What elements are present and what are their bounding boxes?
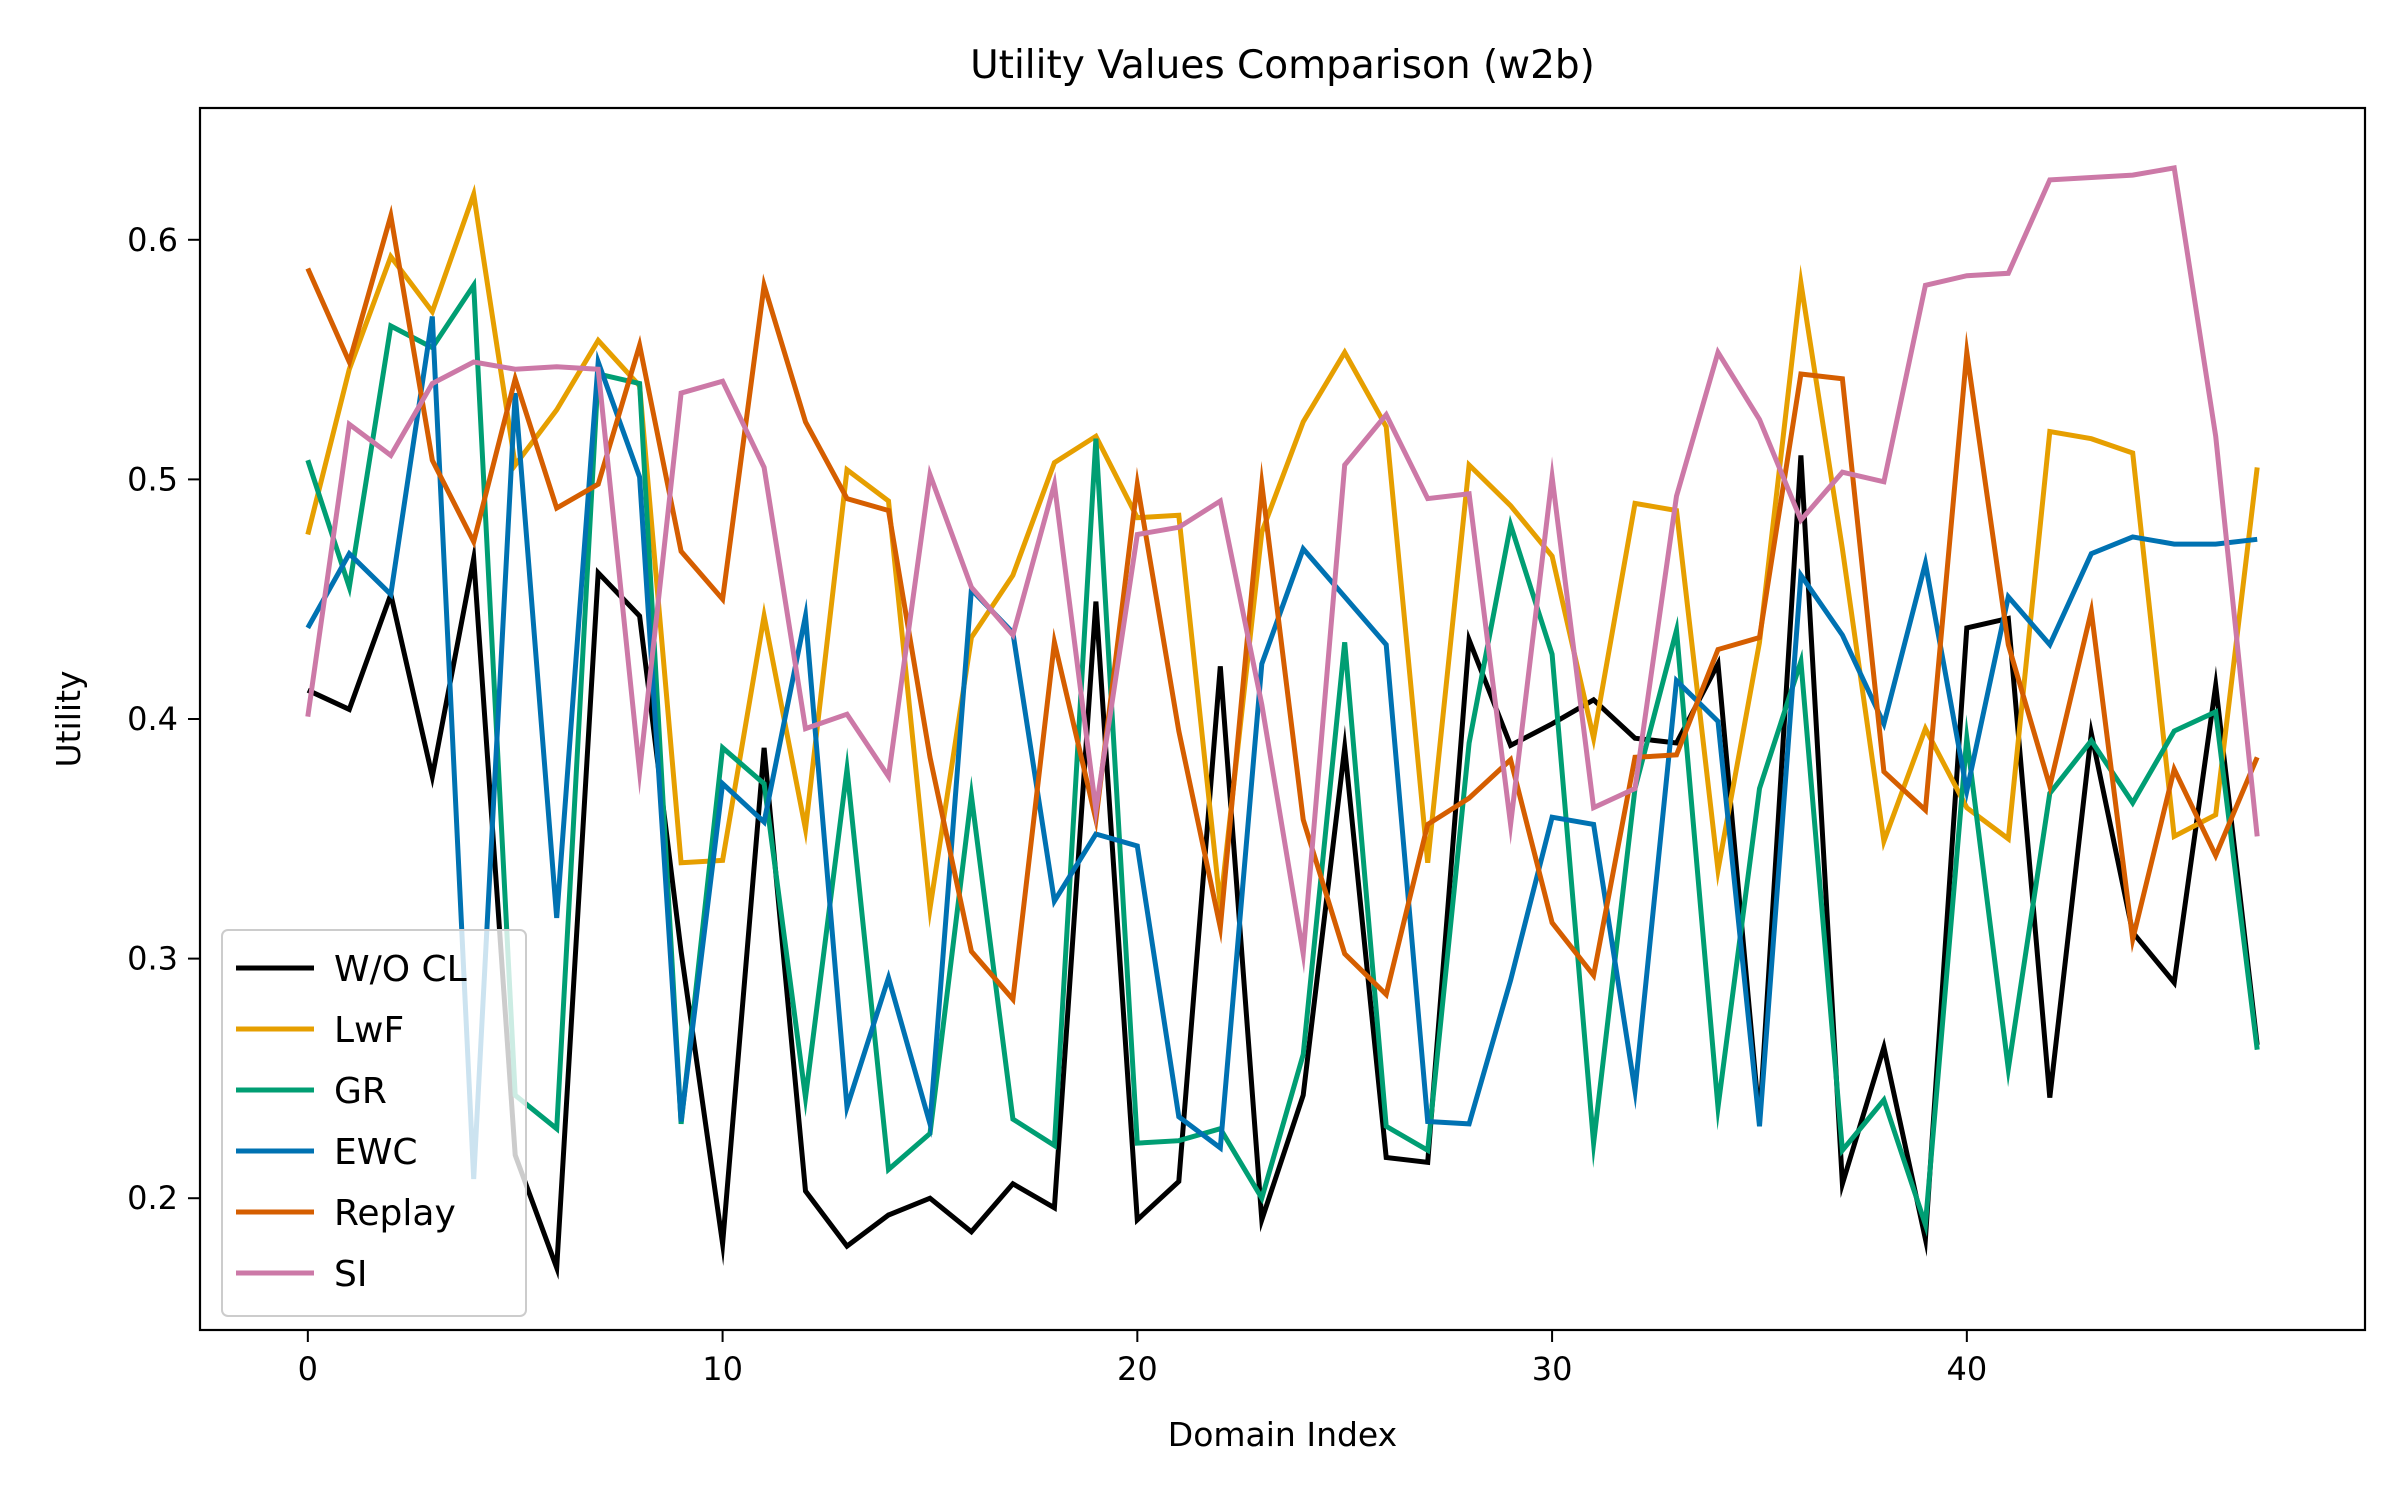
legend-label-gr: GR (334, 1071, 387, 1112)
y-tick-label: 0.5 (127, 460, 178, 498)
series-line-gr (305, 277, 2260, 1237)
y-tick-label: 0.3 (127, 940, 178, 978)
legend-label-lwf: LwF (334, 1010, 404, 1051)
y-tick-label: 0.4 (127, 700, 178, 738)
y-axis-label: Utility (49, 670, 88, 767)
x-tick-label: 30 (1532, 1350, 1573, 1388)
x-tick-label: 20 (1117, 1350, 1158, 1388)
tick-layer: 0 10 20 30 40 0.2 0.3 0.4 0.5 0.6 (127, 221, 1987, 1388)
x-axis-label: Domain Index (1168, 1415, 1397, 1454)
series-line-ewc (305, 316, 2258, 1180)
series-line-replay (305, 204, 2260, 1006)
x-tick-label: 10 (702, 1350, 743, 1388)
legend-label-w-o-cl: W/O CL (334, 949, 467, 990)
legend-label-replay: Replay (334, 1193, 456, 1234)
legend-label-si: SI (334, 1254, 367, 1295)
chart-title: Utility Values Comparison (w2b) (970, 43, 1595, 88)
series-line-si (305, 165, 2260, 974)
x-tick-label: 40 (1946, 1350, 1987, 1388)
series-layer (305, 165, 2260, 1280)
y-tick-label: 0.6 (127, 221, 178, 259)
legend: W/O CL LwF GR EWC Replay SI (221, 929, 527, 1317)
x-tick-label: 0 (298, 1350, 318, 1388)
y-tick-label: 0.2 (127, 1179, 178, 1217)
legend-label-ewc: EWC (334, 1132, 417, 1173)
